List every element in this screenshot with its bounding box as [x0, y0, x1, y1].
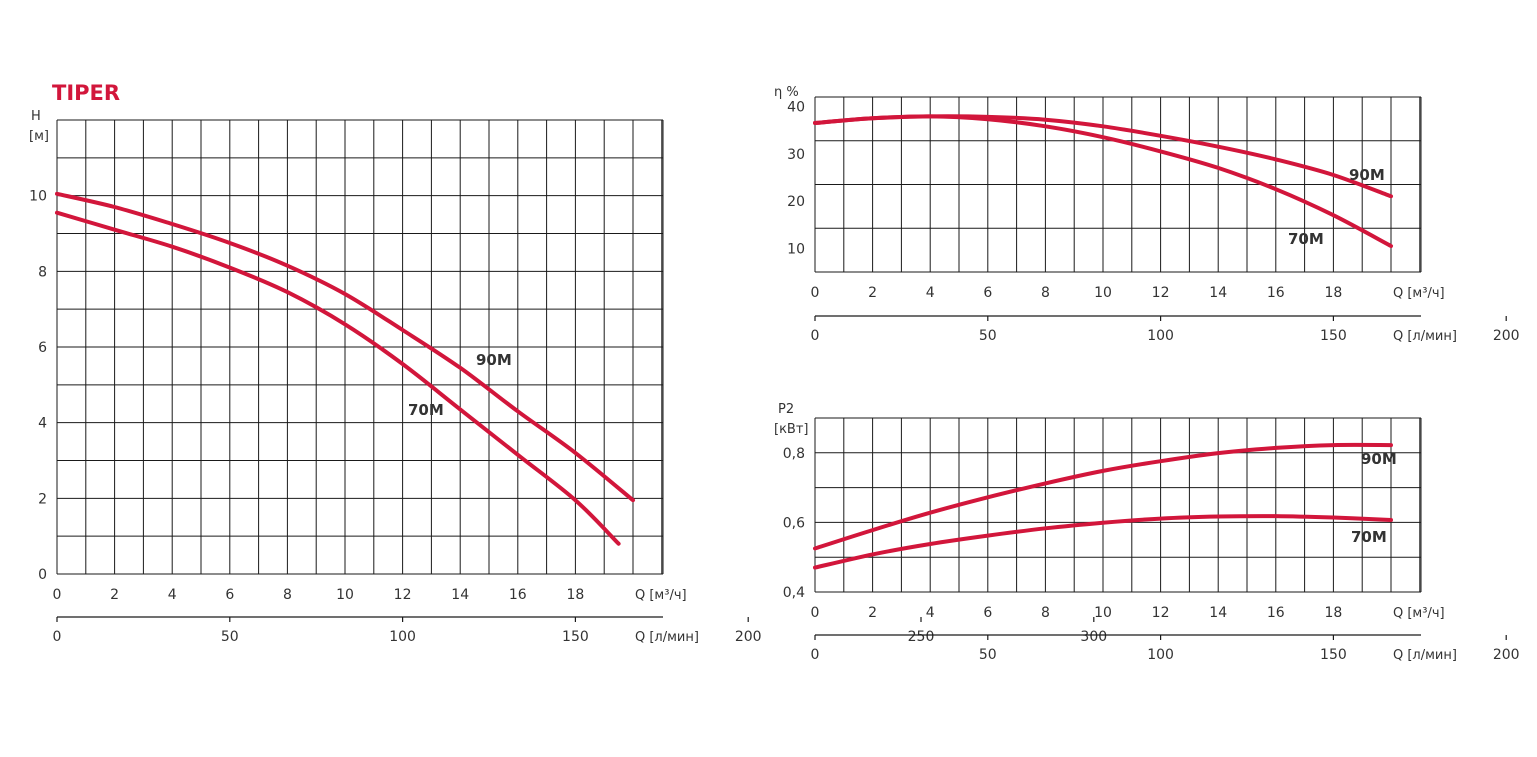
x-tick-label: 18 [1324, 605, 1342, 621]
y-tick-label: 0 [38, 567, 47, 583]
x-tick-label: 8 [283, 587, 292, 603]
y-tick-label: 2 [38, 491, 47, 507]
x-tick-label: 14 [1209, 605, 1227, 621]
series-label-90M: 90M [476, 351, 512, 369]
x2-tick-label: 150 [562, 629, 589, 645]
x2-tick-label: 0 [811, 328, 820, 344]
x-tick-label: 16 [1267, 285, 1285, 301]
x-tick-label: 0 [811, 605, 820, 621]
x-tick-label: 12 [1152, 285, 1170, 301]
x-tick-label: 6 [225, 587, 234, 603]
x-tick-label: 16 [509, 587, 527, 603]
series-label-90M: 90M [1361, 450, 1397, 468]
x-axis-label: Q [м³/ч] [1393, 286, 1445, 301]
y-tick-label: 10 [787, 241, 805, 257]
chart-title: TIPER [52, 81, 120, 105]
y-tick-label: 30 [787, 147, 805, 163]
x2-tick-label: 0 [53, 629, 62, 645]
x2-axis-label: Q [л/мин] [1393, 329, 1457, 344]
y-axis-unit: [кВт] [774, 422, 809, 437]
x2-tick-label: 250 [908, 629, 935, 645]
x-tick-label: 10 [1094, 285, 1112, 301]
x2-tick-label: 150 [1320, 328, 1347, 344]
x2-tick-label: 50 [979, 328, 997, 344]
series-line-90M [813, 442, 1393, 551]
x2-tick-label: 50 [979, 647, 997, 663]
x2-tick-label: 0 [811, 647, 820, 663]
x-tick-label: 16 [1267, 605, 1285, 621]
series-label-70M: 70M [1288, 230, 1324, 248]
series-line-90M [55, 191, 635, 503]
x2-axis-label: Q [л/мин] [635, 630, 699, 645]
series-label-70M: 70M [408, 401, 444, 419]
x-tick-label: 8 [1041, 285, 1050, 301]
y-tick-label: 0,6 [783, 515, 805, 531]
x-tick-label: 6 [983, 605, 992, 621]
x-tick-label: 18 [566, 587, 584, 603]
x2-tick-label: 200 [1493, 647, 1520, 663]
y-axis-unit: [м] [29, 129, 49, 144]
x-tick-label: 4 [168, 587, 177, 603]
x-tick-label: 12 [394, 587, 412, 603]
x-tick-label: 10 [1094, 605, 1112, 621]
x-tick-label: 2 [110, 587, 119, 603]
x-tick-label: 10 [336, 587, 354, 603]
x-tick-label: 2 [868, 605, 877, 621]
series-label-70M: 70M [1351, 528, 1387, 546]
x2-tick-label: 200 [1493, 328, 1520, 344]
x2-tick-label: 100 [1147, 647, 1174, 663]
x-tick-label: 12 [1152, 605, 1170, 621]
x-tick-label: 0 [811, 285, 820, 301]
x-tick-label: 2 [868, 285, 877, 301]
y-tick-label: 0,8 [783, 446, 805, 462]
series-label-90M: 90M [1349, 166, 1385, 184]
series-line-70M [55, 210, 621, 546]
x-tick-label: 4 [926, 605, 935, 621]
x-tick-label: 14 [1209, 285, 1227, 301]
y-tick-label: 6 [38, 340, 47, 356]
x2-tick-label: 300 [1080, 629, 1107, 645]
x-tick-label: 14 [451, 587, 469, 603]
y-tick-label: 40 [787, 99, 805, 115]
x-tick-label: 8 [1041, 605, 1050, 621]
y-tick-label: 10 [29, 189, 47, 205]
y-axis-label: P2 [778, 402, 794, 417]
y-tick-label: 4 [38, 416, 47, 432]
efficiency-chart: 10 20 30 40 0 2 4 6 8 10 12 14 16 18 Q [м³/ч] 0 50 100 150… [774, 85, 1520, 344]
y-tick-label: 8 [38, 264, 47, 280]
x-tick-label: 4 [926, 285, 935, 301]
x-axis-label: Q [м³/ч] [1393, 606, 1445, 621]
x2-axis-label: Q [л/мин] [1393, 648, 1457, 663]
series-line-70M [813, 514, 1393, 570]
x-tick-label: 18 [1324, 285, 1342, 301]
x2-tick-label: 150 [1320, 647, 1347, 663]
x2-tick-label: 50 [221, 629, 239, 645]
series-line-70M [813, 114, 1393, 248]
x-tick-label: 6 [983, 285, 992, 301]
y-tick-label: 20 [787, 194, 805, 210]
x2-tick-label: 100 [1147, 328, 1174, 344]
y-tick-label: 0,4 [783, 585, 805, 601]
y-axis-label: η % [774, 85, 799, 100]
y-axis-label: H [31, 109, 41, 124]
x-axis-label: Q [м³/ч] [635, 588, 687, 603]
power-chart: 0,4 0,6 0,8 0 2 4 6 8 10 12 14 16 18 Q [м³/ч] 0 50 100 15… [774, 402, 1520, 663]
x2-tick-label: 200 [735, 629, 762, 645]
x2-tick-label: 100 [389, 629, 416, 645]
x-tick-label: 0 [53, 587, 62, 603]
